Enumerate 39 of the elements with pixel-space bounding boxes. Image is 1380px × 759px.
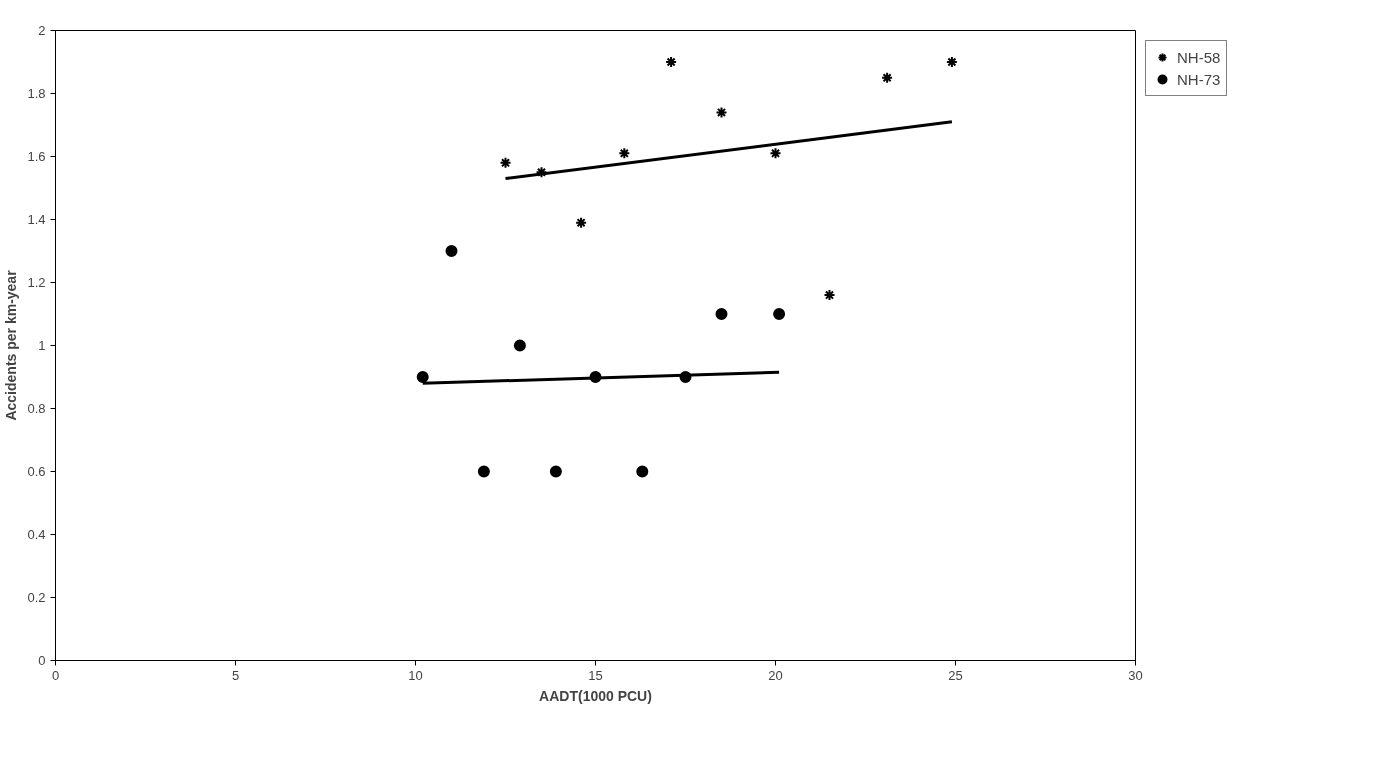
y-tick-label: 0.2 (27, 590, 46, 605)
x-tick-label: 0 (51, 667, 60, 683)
point (715, 308, 728, 320)
point (636, 465, 649, 478)
x-tick-label: 25 (948, 667, 963, 683)
y-tick-label: 1.6 (27, 149, 46, 164)
point (513, 339, 526, 352)
point (945, 56, 958, 68)
point (575, 216, 588, 229)
x-tick-label: 20 (768, 667, 783, 683)
point (618, 147, 631, 160)
point (773, 308, 786, 320)
y-tick-label: 0 (38, 653, 46, 668)
point (535, 166, 548, 179)
legend-label: NH-73 (1177, 70, 1221, 88)
x-tick-label: 15 (588, 667, 603, 683)
y-tick-label: 1.4 (27, 212, 46, 227)
y-axis-title: Accidents per km-year (3, 269, 20, 421)
y-tick-label: 1.2 (27, 275, 46, 290)
point (416, 371, 429, 383)
y-tick-label: 0.8 (27, 401, 46, 416)
point (665, 56, 678, 68)
y-tick-label: 2 (38, 23, 46, 38)
x-tick-label: 10 (408, 667, 423, 683)
y-tick-label: 0.4 (27, 527, 46, 542)
point (499, 156, 512, 169)
point (881, 71, 894, 84)
x-axis-title: AADT(1000 PCU) (539, 687, 652, 704)
x-tick-label: 30 (1128, 667, 1143, 683)
point (549, 465, 562, 478)
point (769, 147, 782, 160)
x-tick-label: 5 (231, 667, 240, 683)
y-tick-label: 1.8 (27, 86, 46, 101)
y-tick-label: 1 (38, 338, 46, 353)
legend-label: NH-58 (1177, 48, 1221, 66)
y-tick-label: 0.6 (27, 464, 46, 479)
point (477, 465, 490, 478)
point (715, 106, 728, 119)
point (445, 245, 458, 257)
